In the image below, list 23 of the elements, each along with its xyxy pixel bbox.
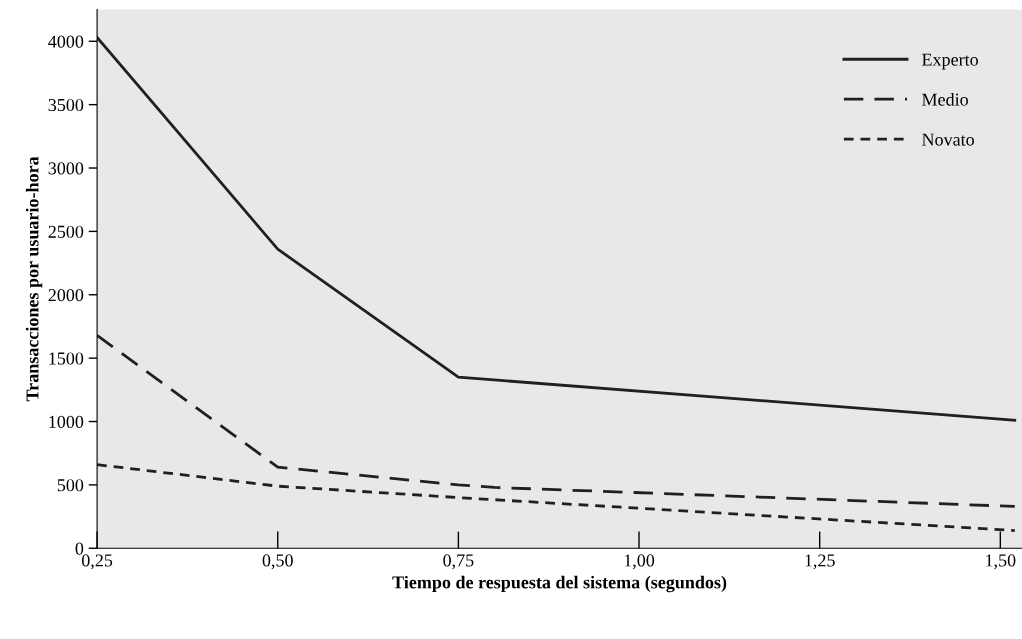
y-axis-title: Transacciones por usuario-hora	[25, 156, 43, 402]
y-tick-label: 3500	[48, 98, 84, 112]
legend-label: Novato	[922, 133, 974, 146]
line-series	[97, 333, 1017, 508]
x-tick-label: 1,00	[624, 554, 655, 570]
x-tick-label: 1,50	[986, 554, 1016, 570]
y-tick-label: 0	[75, 542, 84, 555]
x-tick-label: 1,25	[805, 554, 835, 570]
line-series	[97, 36, 1017, 422]
y-tick-label: 3000	[48, 162, 84, 175]
x-axis-title: Tiempo de respuesta del sistema (segundos)	[392, 575, 727, 593]
y-tick-label: 2000	[48, 289, 84, 302]
y-tick-label: 500	[57, 479, 84, 492]
legend-label: Medio	[922, 92, 968, 106]
x-tick-label: 0,25	[81, 554, 113, 570]
line-series	[97, 463, 1017, 532]
y-tick-label: 2500	[48, 225, 84, 238]
y-tick-label: 1000	[49, 415, 84, 428]
y-tick-label: 1500	[49, 352, 84, 365]
legend-label: Experto	[922, 53, 978, 70]
x-tick-label: 0,75	[443, 554, 474, 570]
y-tick-label: 4000	[48, 35, 84, 48]
x-tick-label: 0,50	[262, 554, 293, 570]
